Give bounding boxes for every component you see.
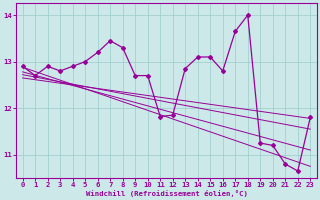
X-axis label: Windchill (Refroidissement éolien,°C): Windchill (Refroidissement éolien,°C) xyxy=(85,190,247,197)
